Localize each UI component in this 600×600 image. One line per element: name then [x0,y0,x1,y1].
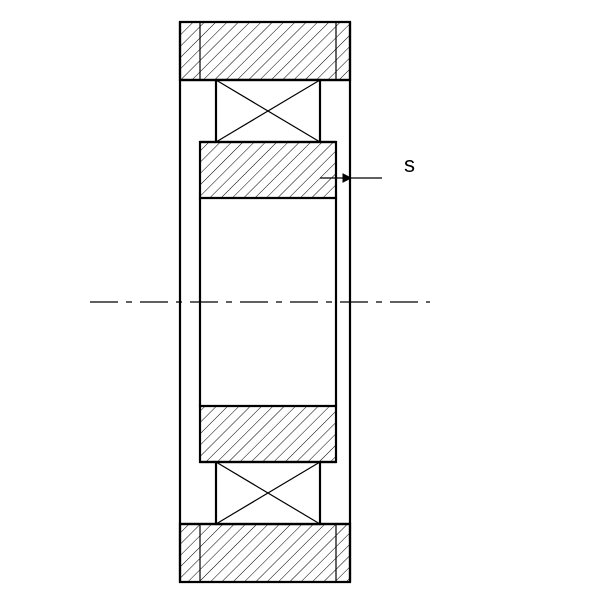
outer-ring-top [180,22,350,80]
clearance-label-svg: s [404,152,415,177]
outer-ring-bottom [180,524,350,582]
bearing-cross-section: s [0,0,600,600]
inner-ring-top [200,142,336,198]
inner-ring-bottom [200,406,336,462]
